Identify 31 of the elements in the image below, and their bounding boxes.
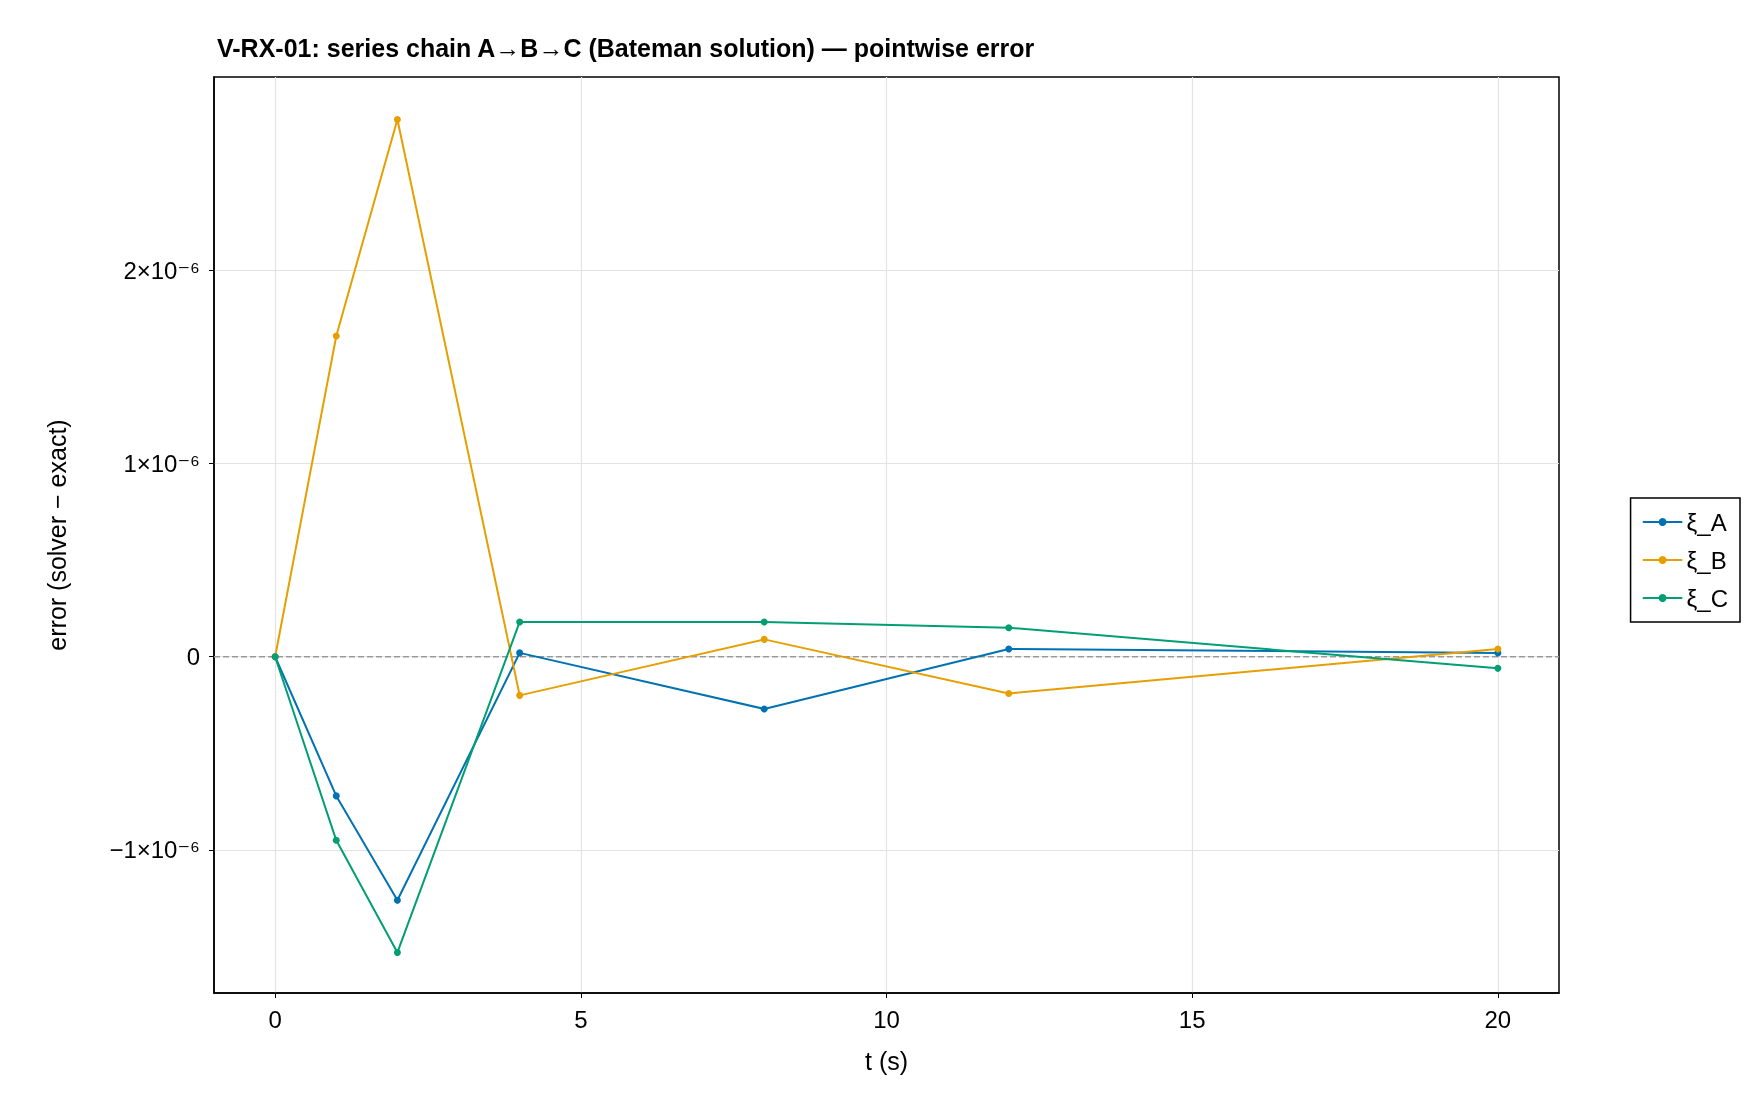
point (332, 792, 340, 800)
point (1005, 689, 1013, 697)
y-tick-label: 2×10⁻⁶ (123, 256, 200, 284)
point (516, 649, 524, 657)
point (1005, 645, 1013, 653)
y-axis-title: error (solver − exact) (42, 419, 71, 651)
legend-label: ξ_C (1686, 584, 1729, 612)
x-tick-label: 0 (268, 1005, 282, 1033)
point (760, 618, 768, 626)
x-tick-label: 15 (1178, 1005, 1206, 1033)
legend-label: ξ_A (1686, 508, 1727, 536)
y-tick-label: 0 (186, 643, 200, 671)
point (332, 332, 340, 340)
point (1005, 624, 1013, 632)
point (393, 896, 401, 904)
legend-label: ξ_B (1686, 546, 1727, 574)
point (393, 116, 401, 124)
point (393, 948, 401, 956)
point (516, 618, 524, 626)
point (332, 836, 340, 844)
point (1494, 664, 1502, 672)
x-tick-label: 20 (1484, 1005, 1512, 1033)
y-tick-label: 1×10⁻⁶ (123, 450, 200, 477)
x-axis-title: t (s) (864, 1046, 909, 1075)
y-tick-label: −1×10⁻⁶ (109, 836, 200, 864)
point (760, 705, 768, 713)
x-tick-label: 5 (574, 1005, 588, 1033)
chart-title: V-RX-01: series chain A→B→C (Bateman solution) — pointwise error (217, 33, 1035, 62)
x-tick-label: 10 (873, 1005, 900, 1033)
point (516, 691, 524, 699)
point (760, 635, 768, 643)
